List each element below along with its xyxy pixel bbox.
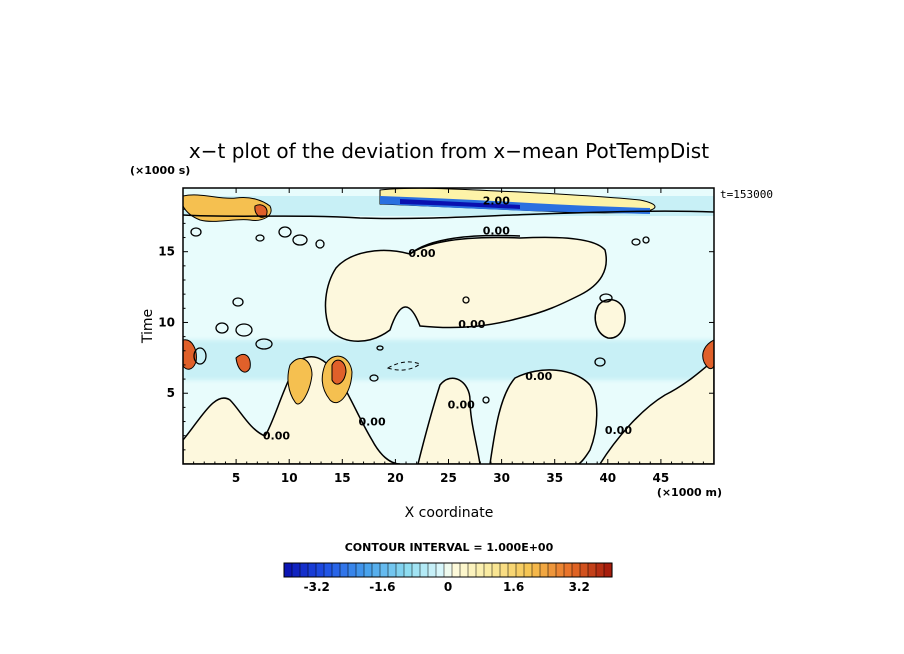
warm-core-4 (235, 353, 251, 373)
contour-value-label: 0.00 (448, 399, 475, 412)
colorbar-swatch (323, 562, 333, 578)
contour-value-label: 2.00 (483, 195, 510, 208)
colorbar-tick-label: -1.6 (369, 580, 395, 594)
plot-area: 0.00 0.00 0.00 0.00 2.00 0.00 0.00 0.00 0.00 5 10… (158, 187, 715, 485)
contour-value-label: 0.00 (358, 416, 385, 429)
colorbar-swatch (411, 562, 421, 578)
x-tick-label: 5 (232, 471, 240, 485)
colorbar-tick-label: 0 (444, 580, 452, 594)
y-tick-label: 10 (158, 315, 175, 329)
colorbar-swatch (475, 562, 485, 578)
colorbar-swatch (379, 562, 389, 578)
colorbar-swatch (579, 562, 589, 578)
colorbar-swatch (523, 562, 533, 578)
x-tick-label: 15 (334, 471, 351, 485)
colorbar-swatch (315, 562, 325, 578)
colorbar-swatch (563, 562, 573, 578)
colorbar-swatch (515, 562, 525, 578)
colorbar-swatch (555, 562, 565, 578)
colorbar-swatch (531, 562, 541, 578)
warm-core-1 (287, 358, 313, 405)
colorbar-swatch (603, 562, 613, 578)
warm-region-lower-right (489, 369, 598, 464)
warm-core-3 (331, 359, 347, 385)
contour-value-label: 0.00 (605, 424, 632, 437)
y-axis-label: Time (140, 309, 156, 344)
colorbar-ticks: -3.2 -1.6 0 1.6 3.2 (304, 580, 590, 594)
colorbar-tick-label: 3.2 (569, 580, 590, 594)
y-axis-unit: (×1000 s) (130, 164, 190, 177)
chart-title: x−t plot of the deviation from x−mean Po… (189, 139, 709, 163)
colorbar-frame (283, 562, 613, 578)
warm-region-center (324, 236, 607, 342)
warm-region-right-small (594, 298, 626, 339)
y-ticks: 5 10 15 (158, 208, 714, 451)
warm-core-right-edge (702, 339, 714, 370)
colorbar-swatch (451, 562, 461, 578)
colorbar-swatch (363, 562, 373, 578)
small-contours (190, 226, 650, 404)
contour-value-label: 0.00 (408, 247, 435, 260)
colorbar-swatch (299, 562, 309, 578)
colorbar-swatch (499, 562, 509, 578)
colorbar-swatch (331, 562, 341, 578)
field-layers: 0.00 0.00 0.00 0.00 2.00 0.00 0.00 0.00 0.00 (183, 188, 714, 464)
colorbar-swatch (547, 562, 557, 578)
time-label: t=153000 (720, 188, 773, 201)
colorbar-tick-label: -3.2 (304, 580, 330, 594)
contour-top (183, 210, 714, 220)
colorbar-swatch (443, 562, 453, 578)
x-tick-label: 40 (599, 471, 616, 485)
colorbar-swatch (459, 562, 469, 578)
cool-band (183, 340, 714, 380)
colorbar-swatch (403, 562, 413, 578)
colorbar-swatch (491, 562, 501, 578)
colorbar-swatch (595, 562, 605, 578)
colorbar-swatch (483, 562, 493, 578)
colorbar-swatch (339, 562, 349, 578)
colorbar-swatch (427, 562, 437, 578)
contour-value-label: 0.00 (458, 318, 485, 331)
contour-interval-label: CONTOUR INTERVAL = 1.000E+00 (345, 541, 554, 554)
x-axis-label: X coordinate (405, 505, 494, 521)
colorbar-tick-label: 1.6 (503, 580, 524, 594)
x-tick-label: 25 (440, 471, 457, 485)
warm-top-left (183, 194, 272, 222)
x-tick-label: 30 (493, 471, 510, 485)
colorbar-swatch (395, 562, 405, 578)
x-ticks: 5 10 15 20 25 30 35 40 45 (193, 188, 704, 485)
contour-labels: 0.00 0.00 0.00 0.00 2.00 0.00 0.00 0.00 0.00 (263, 195, 632, 443)
colorbar-swatch (507, 562, 517, 578)
colorbar (283, 562, 613, 578)
colorbar-swatch (355, 562, 365, 578)
cool-lens (386, 361, 422, 371)
contour-value-label: 0.00 (263, 430, 290, 443)
cool-top-stripe-core (400, 199, 520, 209)
x-tick-label: 20 (387, 471, 404, 485)
x-axis-unit: (×1000 m) (657, 486, 722, 499)
colorbar-swatch (419, 562, 429, 578)
x-tick-label: 35 (546, 471, 563, 485)
colorbar-swatch (387, 562, 397, 578)
contour-upper (409, 234, 521, 255)
colorbar-swatch (571, 562, 581, 578)
colorbar-swatch (371, 562, 381, 578)
y-tick-label: 5 (167, 386, 175, 400)
y-tick-label: 15 (158, 245, 175, 259)
colorbar-swatch (283, 562, 293, 578)
colorbar-swatch (587, 562, 597, 578)
x-tick-label: 10 (281, 471, 298, 485)
colorbar-swatch (291, 562, 301, 578)
colorbar-swatch (539, 562, 549, 578)
colorbar-swatch (467, 562, 477, 578)
colorbar-swatch (307, 562, 317, 578)
contour-value-label: 0.00 (483, 224, 510, 237)
warm-region-lower-mid (417, 377, 481, 464)
contour-value-label: 0.00 (525, 370, 552, 383)
colorbar-swatch (347, 562, 357, 578)
colorbar-swatch (435, 562, 445, 578)
x-tick-label: 45 (653, 471, 670, 485)
